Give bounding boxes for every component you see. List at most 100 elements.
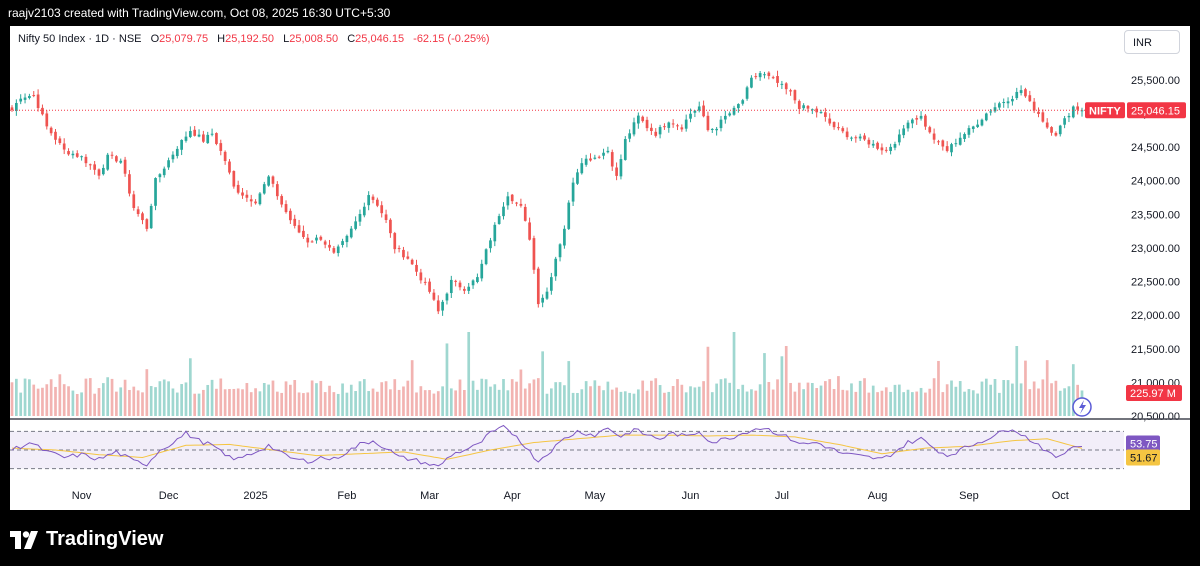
volume-bar — [245, 383, 249, 416]
time-tick-label: May — [584, 490, 605, 502]
volume-bar — [1037, 388, 1040, 416]
candle-body — [463, 288, 466, 291]
candle-body — [41, 107, 44, 115]
volume-bar — [615, 387, 618, 416]
volume-bar — [502, 379, 505, 416]
candle-body — [880, 147, 884, 151]
volume-bar — [532, 379, 536, 416]
volume-bar — [510, 379, 514, 416]
volume-bar — [937, 360, 940, 416]
volume-bar — [971, 390, 975, 416]
volume-bar — [667, 391, 671, 416]
candle-body — [497, 216, 501, 224]
volume-bar — [1002, 380, 1006, 416]
candle-body — [154, 178, 157, 206]
volume-bar — [963, 391, 966, 416]
candle-body — [623, 139, 627, 160]
tradingview-logo-icon — [10, 530, 38, 549]
volume-bar — [1045, 360, 1049, 416]
volume-bar — [354, 391, 357, 416]
volume-bar — [536, 378, 540, 416]
volume-bar — [623, 391, 627, 416]
candle-body — [884, 149, 888, 151]
volume-bar — [550, 388, 553, 416]
candle-body — [728, 113, 732, 116]
volume-bar — [606, 381, 610, 416]
candle-body — [262, 184, 266, 194]
candle-body — [837, 127, 840, 129]
volume-bar — [884, 387, 888, 416]
candle-body — [367, 195, 371, 206]
candle-body — [945, 146, 949, 151]
volume-bar — [449, 388, 453, 416]
volume-bar — [441, 386, 444, 416]
currency-button[interactable]: INR — [1124, 30, 1180, 54]
candle-body — [998, 103, 1001, 108]
candle-body — [454, 280, 458, 282]
time-tick-label: Feb — [337, 490, 356, 502]
candle-body — [954, 143, 958, 145]
volume-bar — [93, 393, 96, 416]
candle-body — [215, 133, 218, 144]
candle-body — [863, 135, 866, 140]
close-value: 25,046.15 — [355, 33, 405, 45]
candle-body — [515, 202, 518, 204]
volume-bar — [184, 382, 188, 416]
rsi-ma-tag-bg — [1126, 449, 1160, 466]
price-axis[interactable]: 20,500.0021,000.0021,500.0022,000.0022,5… — [1131, 41, 1180, 423]
candle-body — [797, 101, 801, 109]
candle-body — [188, 131, 192, 137]
candle-body — [737, 104, 740, 109]
candle-body — [384, 214, 388, 220]
rsi-ma-value-text: 51.67 — [1130, 452, 1158, 464]
volume-bar — [471, 380, 475, 416]
volume-bar — [1041, 379, 1045, 416]
volume-bar — [797, 382, 801, 416]
candle-body — [193, 129, 197, 136]
candle-body — [776, 76, 779, 83]
candle-body — [858, 136, 862, 139]
volume-bar — [249, 392, 253, 416]
volume-bar — [463, 390, 466, 416]
lightning-icon[interactable] — [1072, 397, 1092, 417]
volume-bar — [489, 386, 492, 416]
volume-bar — [358, 381, 362, 416]
volume-bar — [998, 392, 1001, 416]
volume-bar — [215, 388, 218, 416]
time-axis[interactable]: Nov Dec 2025 Feb Mar Apr May Jun Jul Aug Sep Oct — [72, 490, 1069, 502]
volume-tag: 225.97 M — [1126, 385, 1182, 401]
volume-bar — [750, 389, 753, 416]
volume-bar — [219, 378, 223, 416]
time-tick-label: 2025 — [243, 490, 267, 502]
candle-body — [519, 203, 523, 206]
candle-body — [789, 90, 792, 92]
candle-body — [867, 139, 871, 145]
candle-body — [84, 156, 88, 164]
volume-bar — [197, 393, 201, 416]
candle-body — [149, 205, 153, 229]
volume-bar — [580, 389, 584, 416]
volume-bar — [710, 392, 714, 416]
candle-body — [419, 272, 423, 281]
candle-body — [641, 116, 645, 122]
candle-body — [563, 228, 566, 246]
candle-body — [293, 218, 297, 226]
volume-bar — [202, 389, 205, 416]
candle-body — [1011, 98, 1014, 102]
candle-body — [732, 107, 736, 115]
volume-bar — [893, 384, 897, 416]
candle-body — [432, 292, 436, 300]
volume-bar — [315, 383, 318, 416]
candle-body — [245, 194, 249, 198]
candle-body — [619, 159, 623, 177]
bottom-bar — [0, 510, 1200, 566]
volume-bar — [297, 392, 301, 416]
chart-panel[interactable] — [10, 26, 1190, 510]
volume-bar — [515, 381, 518, 416]
candle-body — [58, 138, 62, 143]
candle-body — [171, 154, 175, 160]
volume-bar — [423, 390, 427, 416]
candle-body — [932, 133, 936, 140]
volume-bar — [776, 379, 779, 416]
